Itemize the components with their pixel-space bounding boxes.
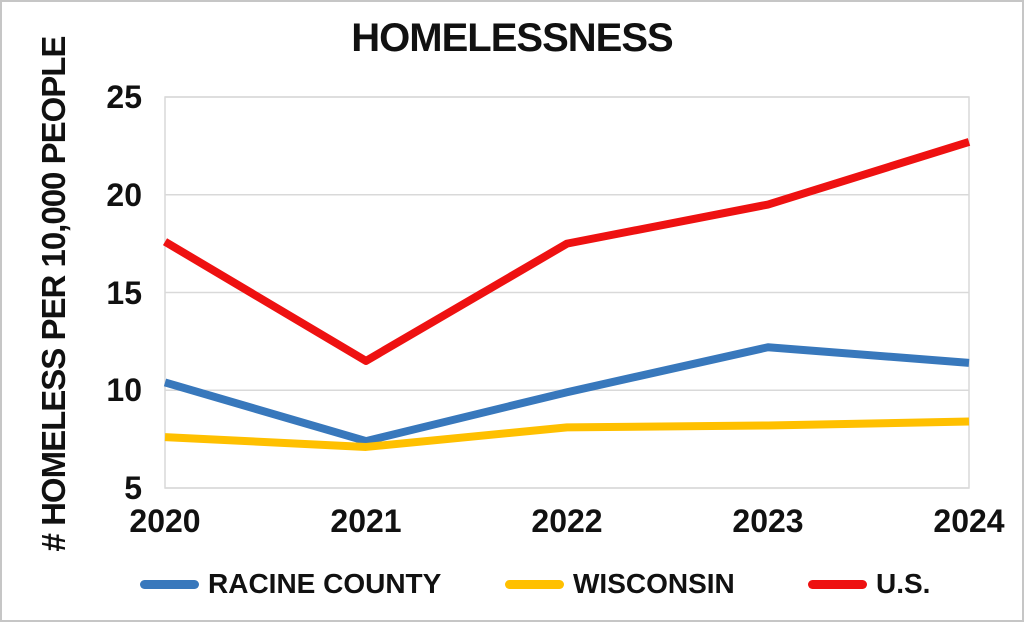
y-tick-label: 5 — [124, 470, 142, 506]
y-tick-label: 10 — [106, 372, 142, 409]
series-line-u-s — [162, 138, 971, 365]
x-tick-label: 2023 — [732, 503, 804, 539]
x-tick-label: 2024 — [933, 503, 1005, 539]
y-tick-label: 25 — [106, 79, 142, 115]
series-line-racine-county — [163, 343, 970, 446]
plot-border — [164, 96, 970, 489]
x-tick-label: 2021 — [330, 503, 402, 539]
y-tick-label: 20 — [106, 176, 142, 213]
y-tick-label: 15 — [106, 274, 142, 311]
series-line-wisconsin — [164, 417, 970, 451]
chart-title: HOMELESSNESS — [351, 16, 673, 60]
x-tick-label: 2022 — [531, 503, 603, 539]
x-tick-label: 2020 — [129, 503, 201, 539]
